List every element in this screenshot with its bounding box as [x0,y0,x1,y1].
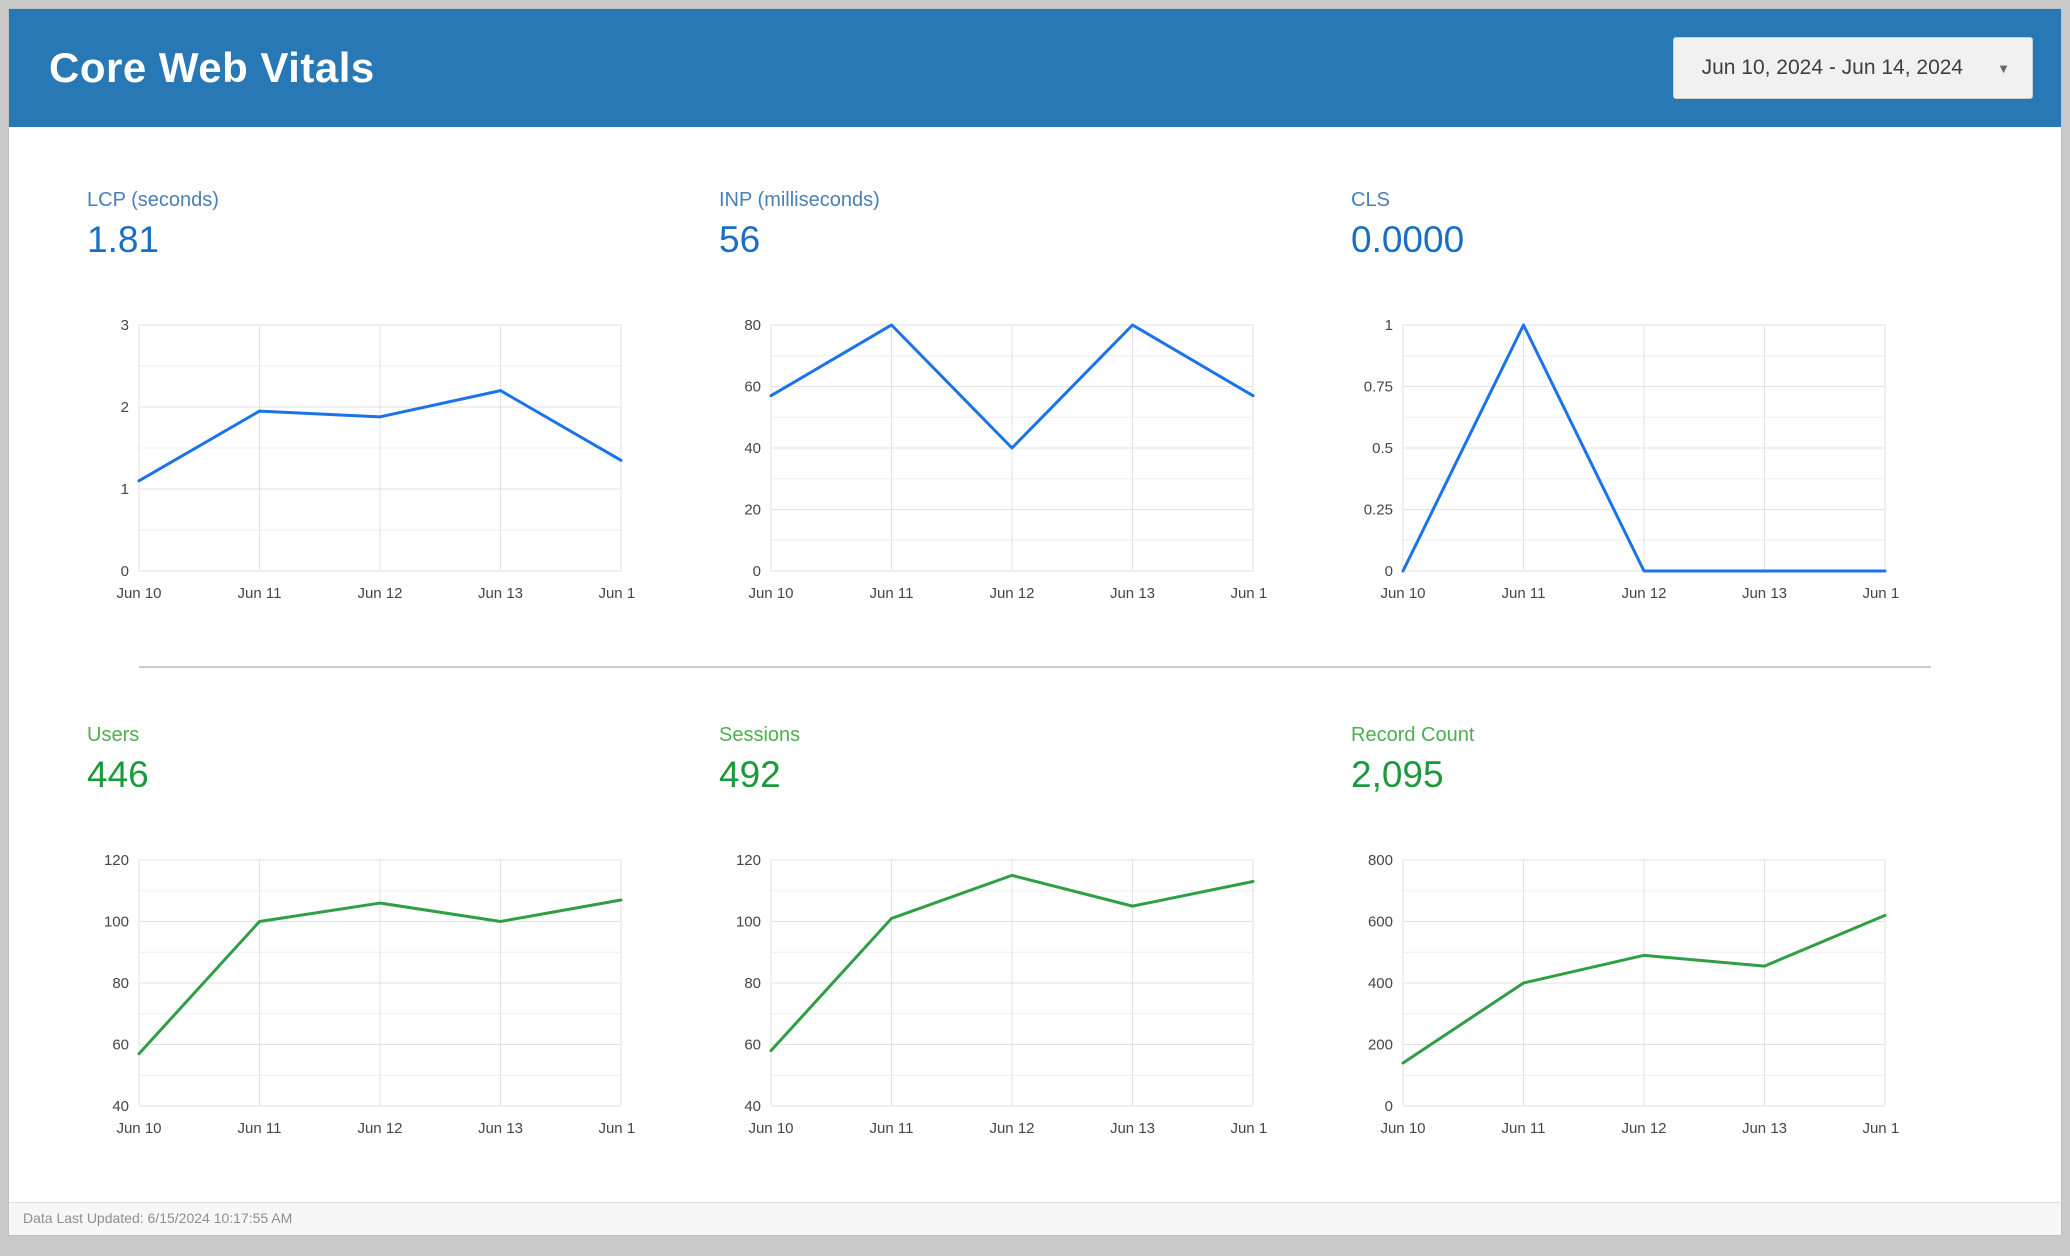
metric-cls: CLS 0.0000 0 0.25 0.5 0.75 1 Jun 10 Jun 11 Jun … [1351,189,1983,612]
svg-text:1: 1 [121,481,129,498]
record-count-chart: 0 200 400 600 800 Jun 10 Jun 11 Jun 12 Jun 13 Jun… [1351,850,1983,1147]
charts-area: LCP (seconds) 1.81 0 1 2 3 Jun 10 Jun 11 Jun 1… [9,127,2061,1147]
svg-text:Jun 10: Jun 10 [1380,585,1425,602]
svg-text:Jun 13: Jun 13 [478,1120,523,1137]
svg-text:120: 120 [104,852,129,869]
metric-users: Users 446 40 60 80 100 120 Jun 10 Jun 11 Jun 12… [87,724,719,1147]
svg-text:Jun 13: Jun 13 [1110,1120,1155,1137]
svg-text:Jun 10: Jun 10 [116,1120,161,1137]
date-range-value: Jun 10, 2024 - Jun 14, 2024 [1701,56,1964,79]
svg-text:100: 100 [736,914,761,931]
svg-text:Jun 12: Jun 12 [357,1120,402,1137]
vitals-row: LCP (seconds) 1.81 0 1 2 3 Jun 10 Jun 11 Jun 1… [87,189,1983,612]
svg-text:Jun 13: Jun 13 [1110,585,1155,602]
svg-text:60: 60 [744,1037,761,1054]
svg-text:Jun 13: Jun 13 [1742,1120,1787,1137]
users-chart: 40 60 80 100 120 Jun 10 Jun 11 Jun 12 Jun 13 Jun … [87,850,719,1147]
dashboard-page: Core Web Vitals Jun 10, 2024 - Jun 14, 2… [8,8,2062,1236]
svg-text:Jun 11: Jun 11 [870,585,914,602]
inp-chart: 0 20 40 60 80 Jun 10 Jun 11 Jun 12 Jun 13 Jun 14 [719,315,1351,612]
metric-inp: INP (milliseconds) 56 0 20 40 60 80 Jun 10 Jun… [719,189,1351,612]
svg-text:0.25: 0.25 [1364,502,1393,519]
svg-text:0: 0 [1385,563,1393,580]
svg-text:Jun 12: Jun 12 [1621,1120,1666,1137]
svg-text:600: 600 [1368,914,1393,931]
metric-value: 0.0000 [1351,219,1465,260]
svg-text:Jun 12: Jun 12 [989,585,1034,602]
svg-text:Jun 14: Jun 14 [1862,1120,1899,1137]
svg-text:0.5: 0.5 [1372,440,1393,457]
svg-text:Jun 14: Jun 14 [598,1120,635,1137]
svg-text:Jun 10: Jun 10 [116,585,161,602]
svg-text:Jun 12: Jun 12 [1621,585,1666,602]
chevron-down-icon: ▼ [1997,60,2010,76]
svg-text:100: 100 [104,914,129,931]
svg-text:0: 0 [1385,1098,1393,1115]
header: Core Web Vitals Jun 10, 2024 - Jun 14, 2… [9,9,2061,127]
metric-label: Record Count [1351,724,1475,746]
page-title: Core Web Vitals [49,44,375,91]
svg-text:Jun 10: Jun 10 [748,1120,793,1137]
svg-text:3: 3 [121,317,129,334]
metric-label: INP (milliseconds) [719,189,880,211]
svg-text:80: 80 [744,975,761,992]
lcp-chart: 0 1 2 3 Jun 10 Jun 11 Jun 12 Jun 13 Jun 14 [87,315,719,612]
svg-text:Jun 13: Jun 13 [478,585,523,602]
metric-value: 2,095 [1351,754,1444,795]
metric-value: 56 [719,219,761,260]
svg-text:Jun 11: Jun 11 [1502,585,1546,602]
metric-lcp: LCP (seconds) 1.81 0 1 2 3 Jun 10 Jun 11 Jun 1… [87,189,719,612]
svg-text:0: 0 [121,563,129,580]
svg-text:20: 20 [744,502,761,519]
last-updated-text: Data Last Updated: 6/15/2024 10:17:55 AM [23,1210,293,1226]
svg-text:60: 60 [744,379,761,396]
sessions-chart: 40 60 80 100 120 Jun 10 Jun 11 Jun 12 Jun 13 Jun … [719,850,1351,1147]
metric-sessions: Sessions 492 40 60 80 100 120 Jun 10 Jun 11 Jun… [719,724,1351,1147]
svg-text:2: 2 [121,399,129,416]
svg-text:Jun 12: Jun 12 [357,585,402,602]
svg-text:400: 400 [1368,975,1393,992]
svg-text:40: 40 [112,1098,129,1115]
svg-text:Jun 14: Jun 14 [1230,585,1267,602]
svg-text:80: 80 [112,975,129,992]
metric-label: Users [87,724,140,746]
svg-text:0: 0 [753,563,761,580]
svg-text:Jun 11: Jun 11 [1502,1120,1546,1137]
cls-chart: 0 0.25 0.5 0.75 1 Jun 10 Jun 11 Jun 12 Jun 13 Jun… [1351,315,1983,612]
metric-value: 446 [87,754,149,795]
svg-text:0.75: 0.75 [1364,379,1393,396]
svg-text:800: 800 [1368,852,1393,869]
metric-label: Sessions [719,724,801,746]
footer: Data Last Updated: 6/15/2024 10:17:55 AM [9,1202,2061,1235]
svg-text:1: 1 [1385,317,1393,334]
svg-text:Jun 11: Jun 11 [238,1120,282,1137]
svg-text:Jun 14: Jun 14 [1230,1120,1267,1137]
svg-text:200: 200 [1368,1037,1393,1054]
svg-text:60: 60 [112,1037,129,1054]
svg-text:Jun 12: Jun 12 [989,1120,1034,1137]
svg-text:80: 80 [744,317,761,334]
svg-text:40: 40 [744,1098,761,1115]
metric-record-count: Record Count 2,095 0 200 400 600 800 Jun 10 Ju… [1351,724,1983,1147]
metric-value: 1.81 [87,219,160,260]
svg-text:Jun 10: Jun 10 [748,585,793,602]
svg-text:Jun 14: Jun 14 [598,585,635,602]
metric-label: CLS [1351,189,1390,211]
metric-value: 492 [719,754,781,795]
svg-text:Jun 13: Jun 13 [1742,585,1787,602]
date-range-selector[interactable]: Jun 10, 2024 - Jun 14, 2024 ▼ [1672,37,2033,99]
svg-text:Jun 10: Jun 10 [1380,1120,1425,1137]
row-divider [139,666,1931,668]
metric-label: LCP (seconds) [87,189,219,211]
svg-text:Jun 11: Jun 11 [870,1120,914,1137]
svg-text:40: 40 [744,440,761,457]
svg-text:120: 120 [736,852,761,869]
traffic-row: Users 446 40 60 80 100 120 Jun 10 Jun 11 Jun 12… [87,724,1983,1147]
svg-text:Jun 11: Jun 11 [238,585,282,602]
svg-text:Jun 14: Jun 14 [1862,585,1899,602]
